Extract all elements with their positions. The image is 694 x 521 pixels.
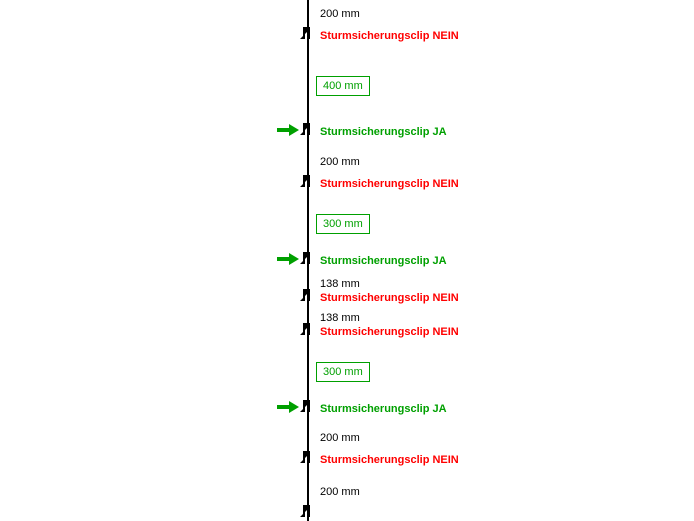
clip-icon (300, 175, 310, 187)
clip-icon (300, 505, 310, 517)
clip-icon (300, 123, 310, 135)
text-label: Sturmsicherungsclip JA (320, 126, 447, 138)
text-label: Sturmsicherungsclip NEIN (320, 30, 459, 42)
clip-icon (300, 289, 310, 301)
text-label: 200 mm (320, 432, 360, 444)
highlight-box: 300 mm (316, 214, 370, 234)
text-label: 200 mm (320, 8, 360, 20)
text-label: Sturmsicherungsclip NEIN (320, 326, 459, 338)
text-label: Sturmsicherungsclip JA (320, 403, 447, 415)
highlight-box: 300 mm (316, 362, 370, 382)
clip-icon (300, 323, 310, 335)
arrow-right-icon (277, 124, 299, 136)
text-label: 200 mm (320, 156, 360, 168)
text-label: 200 mm (320, 486, 360, 498)
text-label: Sturmsicherungsclip NEIN (320, 178, 459, 190)
text-label: Sturmsicherungsclip NEIN (320, 454, 459, 466)
clip-icon (300, 451, 310, 463)
arrow-right-icon (277, 401, 299, 413)
text-label: Sturmsicherungsclip NEIN (320, 292, 459, 304)
text-label: 138 mm (320, 312, 360, 324)
clip-icon (300, 252, 310, 264)
clip-icon (300, 27, 310, 39)
arrow-right-icon (277, 253, 299, 265)
text-label: 138 mm (320, 278, 360, 290)
highlight-box: 400 mm (316, 76, 370, 96)
clip-icon (300, 400, 310, 412)
text-label: Sturmsicherungsclip JA (320, 255, 447, 267)
